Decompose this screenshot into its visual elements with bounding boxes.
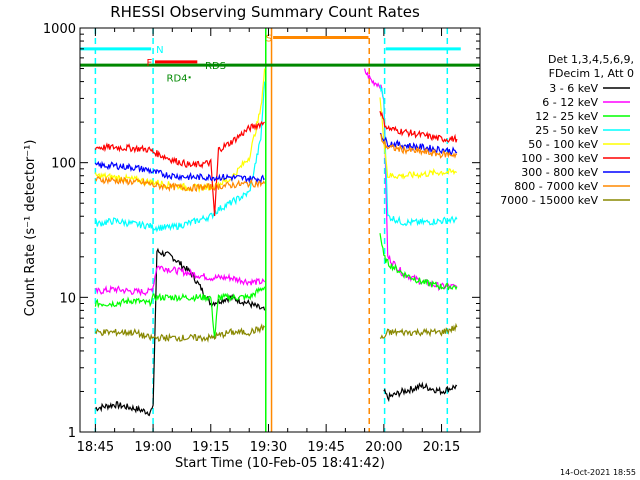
flag-label: RD4 — [167, 73, 188, 84]
legend-label: 6 - 12 keV — [542, 96, 598, 109]
series-line — [94, 120, 265, 217]
legend-label: 100 - 300 keV — [521, 152, 598, 165]
rd4-marker — [188, 76, 191, 79]
timestamp: 14-Oct-2021 18:55 — [560, 468, 636, 477]
legend-label: 7000 - 15000 keV — [500, 194, 598, 207]
y-tick-label: 1000 — [43, 22, 76, 37]
y-tick-label: 100 — [51, 157, 76, 172]
series-line — [379, 84, 458, 227]
flag-label: N — [156, 45, 163, 56]
series-line — [95, 265, 266, 297]
flag-label: RDS — [205, 61, 226, 72]
axes: 1 10 100 1000 18:45 19:00 19:15 19:30 19:45 20:00… — [43, 22, 481, 455]
x-tick-label: 20:15 — [423, 440, 460, 455]
series-line — [379, 110, 458, 143]
flag-label: F — [147, 58, 153, 69]
legend-label: 50 - 100 keV — [528, 138, 598, 151]
series-line — [95, 247, 266, 417]
legend: Det 1,3,4,5,6,9,FDecim 1, Att 0 3 - 6 keV… — [500, 53, 634, 207]
plot-area: NF S RD4 RDS — [80, 28, 480, 432]
y-tick-label: 1 — [68, 426, 76, 441]
series-line — [379, 322, 458, 339]
series-line — [94, 286, 266, 338]
legend-label: 25 - 50 keV — [535, 124, 598, 137]
y-axis-label: Count Rate (s⁻¹ detector⁻¹) — [23, 140, 38, 317]
series-line — [94, 160, 265, 185]
x-tick-label: 18:45 — [77, 440, 114, 455]
x-tick-label: 19:45 — [307, 440, 344, 455]
x-tick-label: 19:00 — [134, 440, 171, 455]
series-line — [379, 97, 457, 180]
x-tick-label: 20:00 — [365, 440, 402, 455]
x-tick-label: 19:15 — [192, 440, 229, 455]
flag-label: S — [266, 34, 272, 45]
series-line — [379, 233, 458, 291]
series-line — [94, 81, 266, 233]
legend-label: 12 - 25 keV — [535, 110, 598, 123]
legend-label: 3 - 6 keV — [549, 82, 598, 95]
legend-header: FDecim 1, Att 0 — [549, 67, 634, 80]
series-line — [380, 133, 458, 159]
series-line — [94, 68, 266, 194]
axes-frame — [79, 27, 481, 433]
y-tick-label: 10 — [59, 291, 76, 306]
series-line — [94, 175, 266, 193]
series-line — [379, 132, 458, 156]
series-line — [364, 68, 458, 292]
x-axis-label: Start Time (10-Feb-05 18:41:42) — [175, 456, 385, 471]
legend-header: Det 1,3,4,5,6,9, — [548, 53, 634, 66]
chart-title: RHESSI Observing Summary Count Rates — [110, 3, 420, 21]
legend-label: 800 - 7000 keV — [514, 180, 598, 193]
series-line — [383, 381, 458, 403]
x-tick-label: 19:30 — [250, 440, 287, 455]
legend-label: 300 - 800 keV — [521, 166, 598, 179]
series-line — [94, 323, 266, 343]
